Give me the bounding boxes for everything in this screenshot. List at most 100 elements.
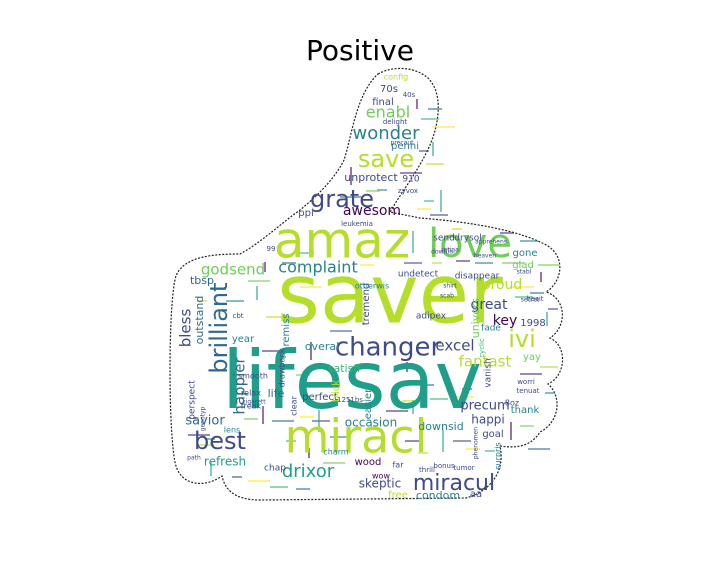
cloud-word: smooth [238, 372, 268, 381]
filler-word [515, 296, 533, 298]
cloud-word: lens [224, 426, 240, 435]
filler-word [452, 228, 462, 230]
cloud-word: happier [231, 357, 249, 415]
cloud-word: path [187, 455, 201, 462]
filler-word [188, 434, 210, 436]
cloud-word: zyvox [398, 187, 418, 195]
filler-word [421, 118, 439, 120]
cloud-word: far [392, 461, 404, 470]
cloud-word: 70s [380, 84, 398, 95]
cloud-word: retina [441, 247, 459, 254]
filler-word [386, 410, 408, 412]
cloud-word: hesit [526, 295, 543, 303]
cloud-word: best [194, 427, 246, 455]
cloud-word: godsend [201, 261, 265, 279]
filler-word [432, 262, 442, 264]
cloud-word: great [470, 297, 508, 313]
filler-word [432, 142, 434, 156]
cloud-word: overal [305, 340, 339, 353]
cloud-word: amaz [274, 212, 410, 270]
cloud-word: tremend [361, 283, 372, 326]
cloud-word: free [388, 490, 408, 501]
filler-word [270, 486, 288, 488]
cloud-word: freak [241, 402, 262, 411]
filler-word [296, 488, 310, 490]
cloud-word: save [358, 145, 414, 173]
cloud-word: love [428, 221, 512, 267]
cloud-word: scab [440, 293, 454, 300]
cloud-word: fade [481, 324, 501, 334]
cloud-word: drawback [278, 348, 287, 387]
filler-word [360, 264, 374, 266]
cloud-word: 40s [403, 91, 416, 99]
filler-word [545, 392, 555, 394]
cloud-word: outstand [193, 296, 206, 345]
filler-word [430, 398, 448, 400]
cloud-word: chap [264, 464, 286, 474]
cloud-word: otherwis [355, 282, 389, 291]
filler-word [212, 288, 226, 290]
filler-word [205, 438, 215, 440]
cloud-word: penni [391, 141, 419, 152]
cloud-word: glad [512, 260, 534, 271]
filler-word [272, 420, 294, 422]
filler-word [282, 262, 296, 264]
filler-word [310, 342, 312, 360]
filler-word [442, 430, 444, 452]
chart-title: Positive [306, 34, 414, 67]
cloud-word: enabl [366, 103, 410, 122]
cloud-word: ivi [508, 325, 536, 353]
filler-word [323, 462, 345, 464]
cloud-word: gone [513, 248, 538, 259]
filler-word [417, 208, 431, 210]
filler-word [466, 448, 480, 450]
filler-word [244, 418, 258, 420]
filler-word [548, 308, 558, 310]
cloud-word: cigarett [242, 399, 266, 406]
filler-word [264, 262, 266, 272]
filler-word [330, 330, 352, 332]
cloud-word: grate [310, 185, 374, 213]
cloud-word: downfal [431, 249, 455, 256]
filler-word [232, 476, 242, 478]
cloud-word: stabl [517, 269, 532, 276]
filler-word [420, 384, 434, 386]
cloud-word: undetect [398, 270, 439, 280]
cloud-word: phenomen [473, 427, 480, 459]
cloud-word: proud [482, 277, 523, 293]
cloud-word: vanish [484, 358, 494, 387]
filler-word [197, 300, 207, 302]
filler-word [412, 231, 414, 253]
filler-word [540, 366, 558, 368]
filler-word [300, 416, 314, 418]
cloud-word: bless [177, 309, 195, 348]
filler-word [412, 400, 414, 414]
cloud-word: perspect [188, 380, 198, 420]
cloud-word: wow [372, 472, 390, 481]
cloud-word: remiss [281, 314, 292, 347]
filler-word [538, 264, 560, 266]
cloud-word: refresh [204, 455, 246, 469]
cloud-word: precum [460, 399, 509, 414]
filler-word [196, 444, 214, 446]
filler-word [330, 436, 348, 438]
filler-word [350, 167, 352, 185]
filler-word [248, 480, 270, 482]
cloud-word: tbsp [190, 274, 214, 287]
cloud-word: life [268, 387, 285, 400]
filler-word [266, 316, 284, 318]
cloud-word: year [232, 334, 255, 345]
filler-word [276, 356, 286, 358]
cloud-word: genotyp [200, 406, 207, 431]
cloud-word: drysol [454, 234, 481, 244]
cloud-word: happi [471, 413, 505, 427]
filler-word [485, 450, 495, 452]
cloud-word: brilliant [205, 282, 233, 373]
filler-word [298, 300, 308, 302]
cloud-word: thank [511, 405, 540, 416]
filler-word [262, 406, 264, 424]
filler-word [520, 425, 534, 427]
filler-word [262, 350, 284, 352]
cloud-word: 1251bs [337, 396, 363, 404]
